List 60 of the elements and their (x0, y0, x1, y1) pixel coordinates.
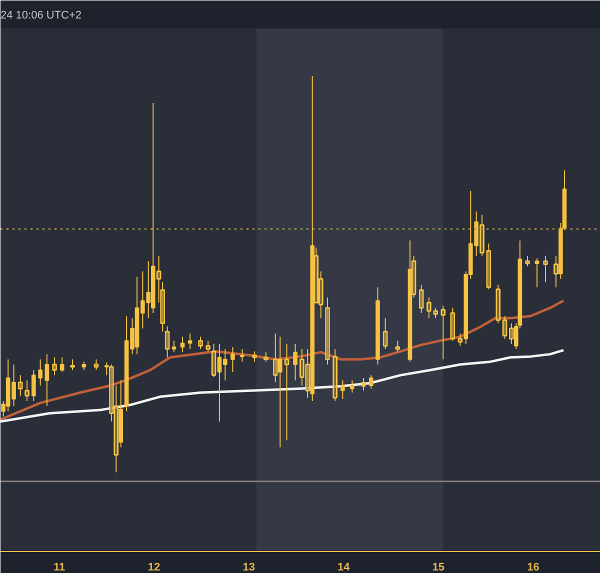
candlestick (433, 307, 438, 319)
candlestick (52, 356, 57, 376)
candlestick (534, 258, 540, 288)
candlestick (198, 336, 203, 350)
candlestick (70, 358, 75, 371)
candlestick (305, 348, 310, 398)
candlestick (172, 340, 176, 353)
x-tick-label: 15 (432, 562, 445, 573)
candlestick (486, 243, 492, 290)
x-tick-label: 14 (338, 562, 351, 573)
candlestick (44, 354, 50, 407)
text: 24 10:06 UTC+2 (0, 10, 82, 22)
candlestick (382, 318, 388, 350)
candlestick (543, 255, 548, 283)
candlestick (24, 380, 30, 402)
candlestick (211, 343, 216, 378)
candlestick (508, 322, 514, 344)
candlestick (318, 270, 324, 319)
candlestick (340, 380, 345, 400)
candlestick (418, 284, 424, 314)
candlestick (325, 297, 330, 365)
candlestick (206, 340, 210, 352)
candlestick (263, 352, 268, 362)
x-tick-label: 13 (242, 562, 255, 573)
candlestick (272, 333, 278, 383)
candlestick (160, 282, 165, 332)
candlestick (350, 380, 354, 394)
x-tick-label: 11 (53, 562, 66, 573)
candlestick (188, 333, 192, 350)
candlestick (18, 374, 23, 396)
candlestick (458, 333, 463, 346)
candlestick (32, 370, 36, 402)
candlestick (426, 297, 432, 319)
candlestick (293, 343, 298, 381)
candlestick (104, 362, 109, 376)
candlestick (180, 336, 185, 353)
candlestick (94, 358, 99, 371)
candlestick (230, 346, 235, 373)
candlestick (450, 307, 456, 342)
candlestick (480, 214, 484, 256)
candlestick (38, 358, 42, 386)
candlestick (284, 343, 290, 441)
candlestick (278, 336, 282, 448)
candlestick (554, 255, 558, 288)
candlestick (525, 255, 530, 267)
candlestick (300, 348, 304, 386)
x-tick-label: 12 (148, 562, 160, 573)
candlestick (361, 377, 366, 392)
candlestick (395, 340, 400, 352)
x-tick-label: 16 (527, 562, 540, 573)
candlestick (368, 374, 374, 390)
candlestick (108, 364, 114, 422)
candlestick (114, 384, 119, 473)
candlestick (156, 255, 162, 304)
candlestick (496, 284, 501, 324)
candlestick (332, 348, 338, 402)
candlestick (502, 316, 508, 340)
candlestick (60, 356, 64, 373)
candlestick (164, 326, 170, 358)
candlestick (240, 348, 244, 362)
